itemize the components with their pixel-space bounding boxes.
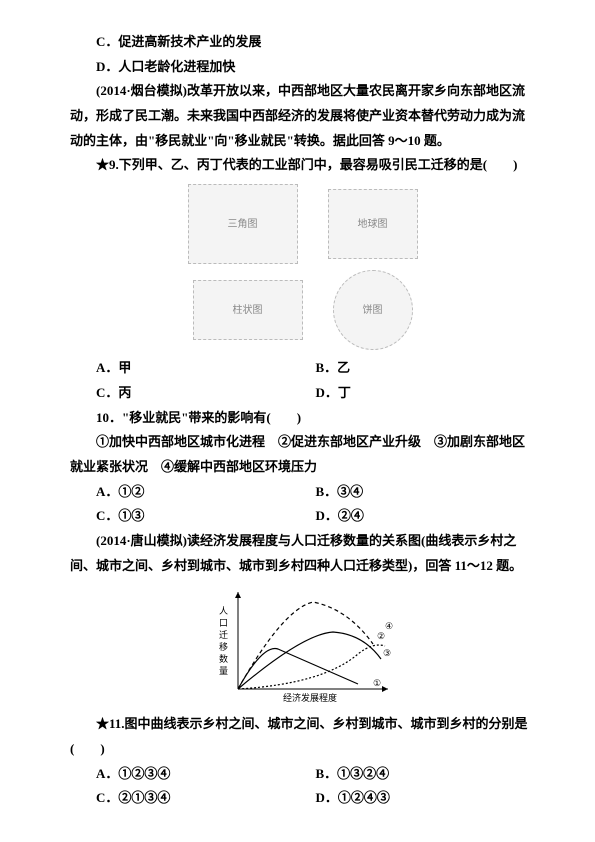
svg-text:迁: 迁 [219,630,228,640]
question-10-statements: ①加快中西部地区城市化进程 ②促进东部地区产业升级 ③加剧东部地区就业紧张状况 … [70,430,535,479]
q10-option-c: C．①③ [96,504,316,529]
q9-options-row-1: A．甲 B．乙 [70,356,535,381]
curve-chart-wrap: ① ② ③ ④ 人 口 迁 移 数 量 经济发展程度 [70,584,535,704]
pie-chart-icon: 饼图 [333,270,413,350]
svg-text:②: ② [377,631,385,641]
option-d: D．人口老龄化进程加快 [70,55,535,80]
q11-option-b: B．①③②④ [316,762,536,787]
q10-option-a: A．①② [96,480,316,505]
svg-text:量: 量 [219,666,228,676]
passage-1-intro: (2014·烟台模拟)改革开放以来，中西部地区大量农民离开家乡向东部地区流动，形… [70,79,535,153]
q10-option-d: D．②④ [316,504,536,529]
bar-chart-icon: 柱状图 [193,280,303,340]
curve-xlabel: 经济发展程度 [283,692,337,703]
q11-option-c: C．②①③④ [96,786,316,811]
svg-text:④: ④ [385,621,393,631]
curve-ylabel: 人 [219,606,228,616]
question-11-text: ★11.图中曲线表示乡村之间、城市之间、乡村到城市、城市到乡村的分别是( ) [70,716,528,756]
question-10: 10．"移业就民"带来的影响有( ) [70,406,535,431]
q10-options-row-1: A．①② B．③④ [70,480,535,505]
q9-option-d: D．丁 [316,381,536,406]
q9-option-a: A．甲 [96,356,316,381]
q9-option-b: B．乙 [316,356,536,381]
passage-2-intro: (2014·唐山模拟)读经济发展程度与人口迁移数量的关系图(曲线表示乡村之间、城… [70,529,535,578]
svg-text:移: 移 [219,641,228,652]
question-9: ★9.下列甲、乙、丙丁代表的工业部门中，最容易吸引民工迁移的是( ) [70,153,535,178]
q11-option-a: A．①②③④ [96,762,316,787]
q11-option-d: D．①②④③ [316,786,536,811]
question-11: ★11.图中曲线表示乡村之间、城市之间、乡村到城市、城市到乡村的分别是( ) [70,712,535,761]
svg-text:口: 口 [219,618,228,628]
figure-group-q9: 三角图 地球图 柱状图 饼图 [70,184,535,350]
figure-row-2: 柱状图 饼图 [193,270,413,350]
question-9-text: ★9.下列甲、乙、丙丁代表的工业部门中，最容易吸引民工迁移的是( ) [96,157,517,172]
option-c: C．促进高新技术产业的发展 [70,30,535,55]
q9-option-c: C．丙 [96,381,316,406]
figure-row-1: 三角图 地球图 [188,184,418,264]
svg-text:③: ③ [383,648,391,658]
q10-option-b: B．③④ [316,480,536,505]
svg-text:①: ① [373,678,381,688]
q9-options-row-2: C．丙 D．丁 [70,381,535,406]
q10-options-row-2: C．①③ D．②④ [70,504,535,529]
q11-options-row-2: C．②①③④ D．①②④③ [70,786,535,811]
svg-text:数: 数 [219,653,228,664]
triangle-chart-icon: 三角图 [188,184,298,264]
q11-options-row-1: A．①②③④ B．①③②④ [70,762,535,787]
globe-icon: 地球图 [328,189,418,259]
curve-chart: ① ② ③ ④ 人 口 迁 移 数 量 经济发展程度 [213,584,393,704]
